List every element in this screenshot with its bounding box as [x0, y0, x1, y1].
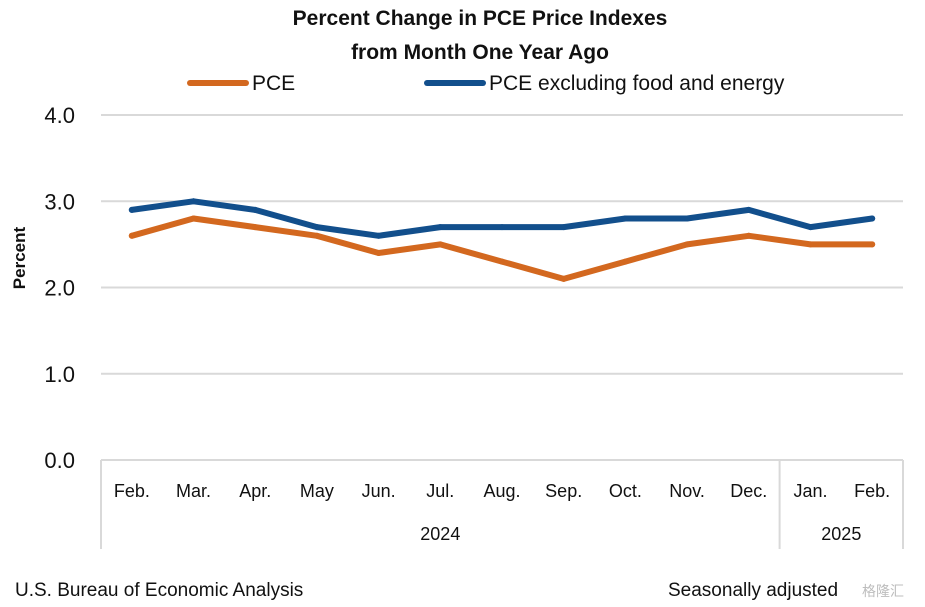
data-point	[252, 206, 259, 213]
x-tick-label: Apr.	[239, 481, 271, 501]
data-point	[313, 232, 320, 239]
y-tick-labels: 0.0 1.0 2.0 3.0 4.0	[44, 103, 75, 473]
x-tick-label: Feb.	[854, 481, 890, 501]
x-tick-label: Jan.	[793, 481, 827, 501]
data-point	[807, 241, 814, 248]
data-point	[560, 275, 567, 282]
x-tick-label: Nov.	[669, 481, 705, 501]
data-point	[375, 232, 382, 239]
data-point	[190, 198, 197, 205]
x-tick-label: Aug.	[483, 481, 520, 501]
y-tick-label: 3.0	[44, 189, 75, 214]
seasonal-note: Seasonally adjusted	[668, 580, 838, 601]
series-line-core-pce	[128, 198, 876, 239]
chart-title-line-2: from Month One Year Ago	[351, 41, 609, 64]
y-tick-label: 2.0	[44, 276, 75, 301]
chart-title-line-1: Percent Change in PCE Price Indexes	[293, 7, 668, 30]
legend-label-core-pce: PCE excluding food and energy	[489, 72, 785, 95]
y-tick-label: 4.0	[44, 103, 75, 128]
x-tick-label: Dec.	[730, 481, 767, 501]
data-point	[437, 224, 444, 231]
x-tick-label: Oct.	[609, 481, 642, 501]
data-point	[560, 224, 567, 231]
data-point	[313, 224, 320, 231]
data-point	[190, 215, 197, 222]
data-point	[807, 224, 814, 231]
data-point	[745, 232, 752, 239]
source-note: U.S. Bureau of Economic Analysis	[15, 580, 303, 601]
legend-label-pce: PCE	[252, 72, 295, 95]
y-tick-label: 1.0	[44, 362, 75, 387]
data-point	[869, 241, 876, 248]
data-point	[499, 224, 505, 231]
x-tick-label: Jul.	[426, 481, 454, 501]
category-axis: Feb. Mar. Apr. May Jun. Jul. Aug. Sep. Oct. Nov. D…	[100, 459, 904, 549]
watermark-text: 格隆汇	[862, 583, 904, 599]
data-point	[375, 250, 382, 256]
year-label: 2025	[821, 524, 861, 544]
data-point	[252, 224, 259, 231]
data-point	[128, 206, 135, 213]
gridlines	[101, 114, 903, 375]
x-tick-label: May	[300, 481, 334, 501]
y-tick-label: 0.0	[44, 448, 75, 473]
data-series	[128, 198, 876, 282]
x-tick-label: Mar.	[176, 481, 211, 501]
x-tick-label: Sep.	[545, 481, 582, 501]
data-point	[437, 241, 444, 248]
data-point	[499, 258, 505, 265]
data-point	[745, 206, 752, 213]
data-point	[684, 215, 691, 222]
legend: PCE PCE excluding food and energy	[187, 72, 785, 95]
data-point	[128, 232, 135, 239]
data-point	[622, 215, 629, 222]
data-point	[869, 215, 876, 222]
data-point	[622, 258, 629, 265]
data-point	[684, 241, 691, 248]
y-axis-label: Percent	[10, 226, 29, 289]
year-label: 2024	[420, 524, 460, 544]
x-tick-label: Feb.	[114, 481, 150, 501]
x-tick-label: Jun.	[362, 481, 396, 501]
